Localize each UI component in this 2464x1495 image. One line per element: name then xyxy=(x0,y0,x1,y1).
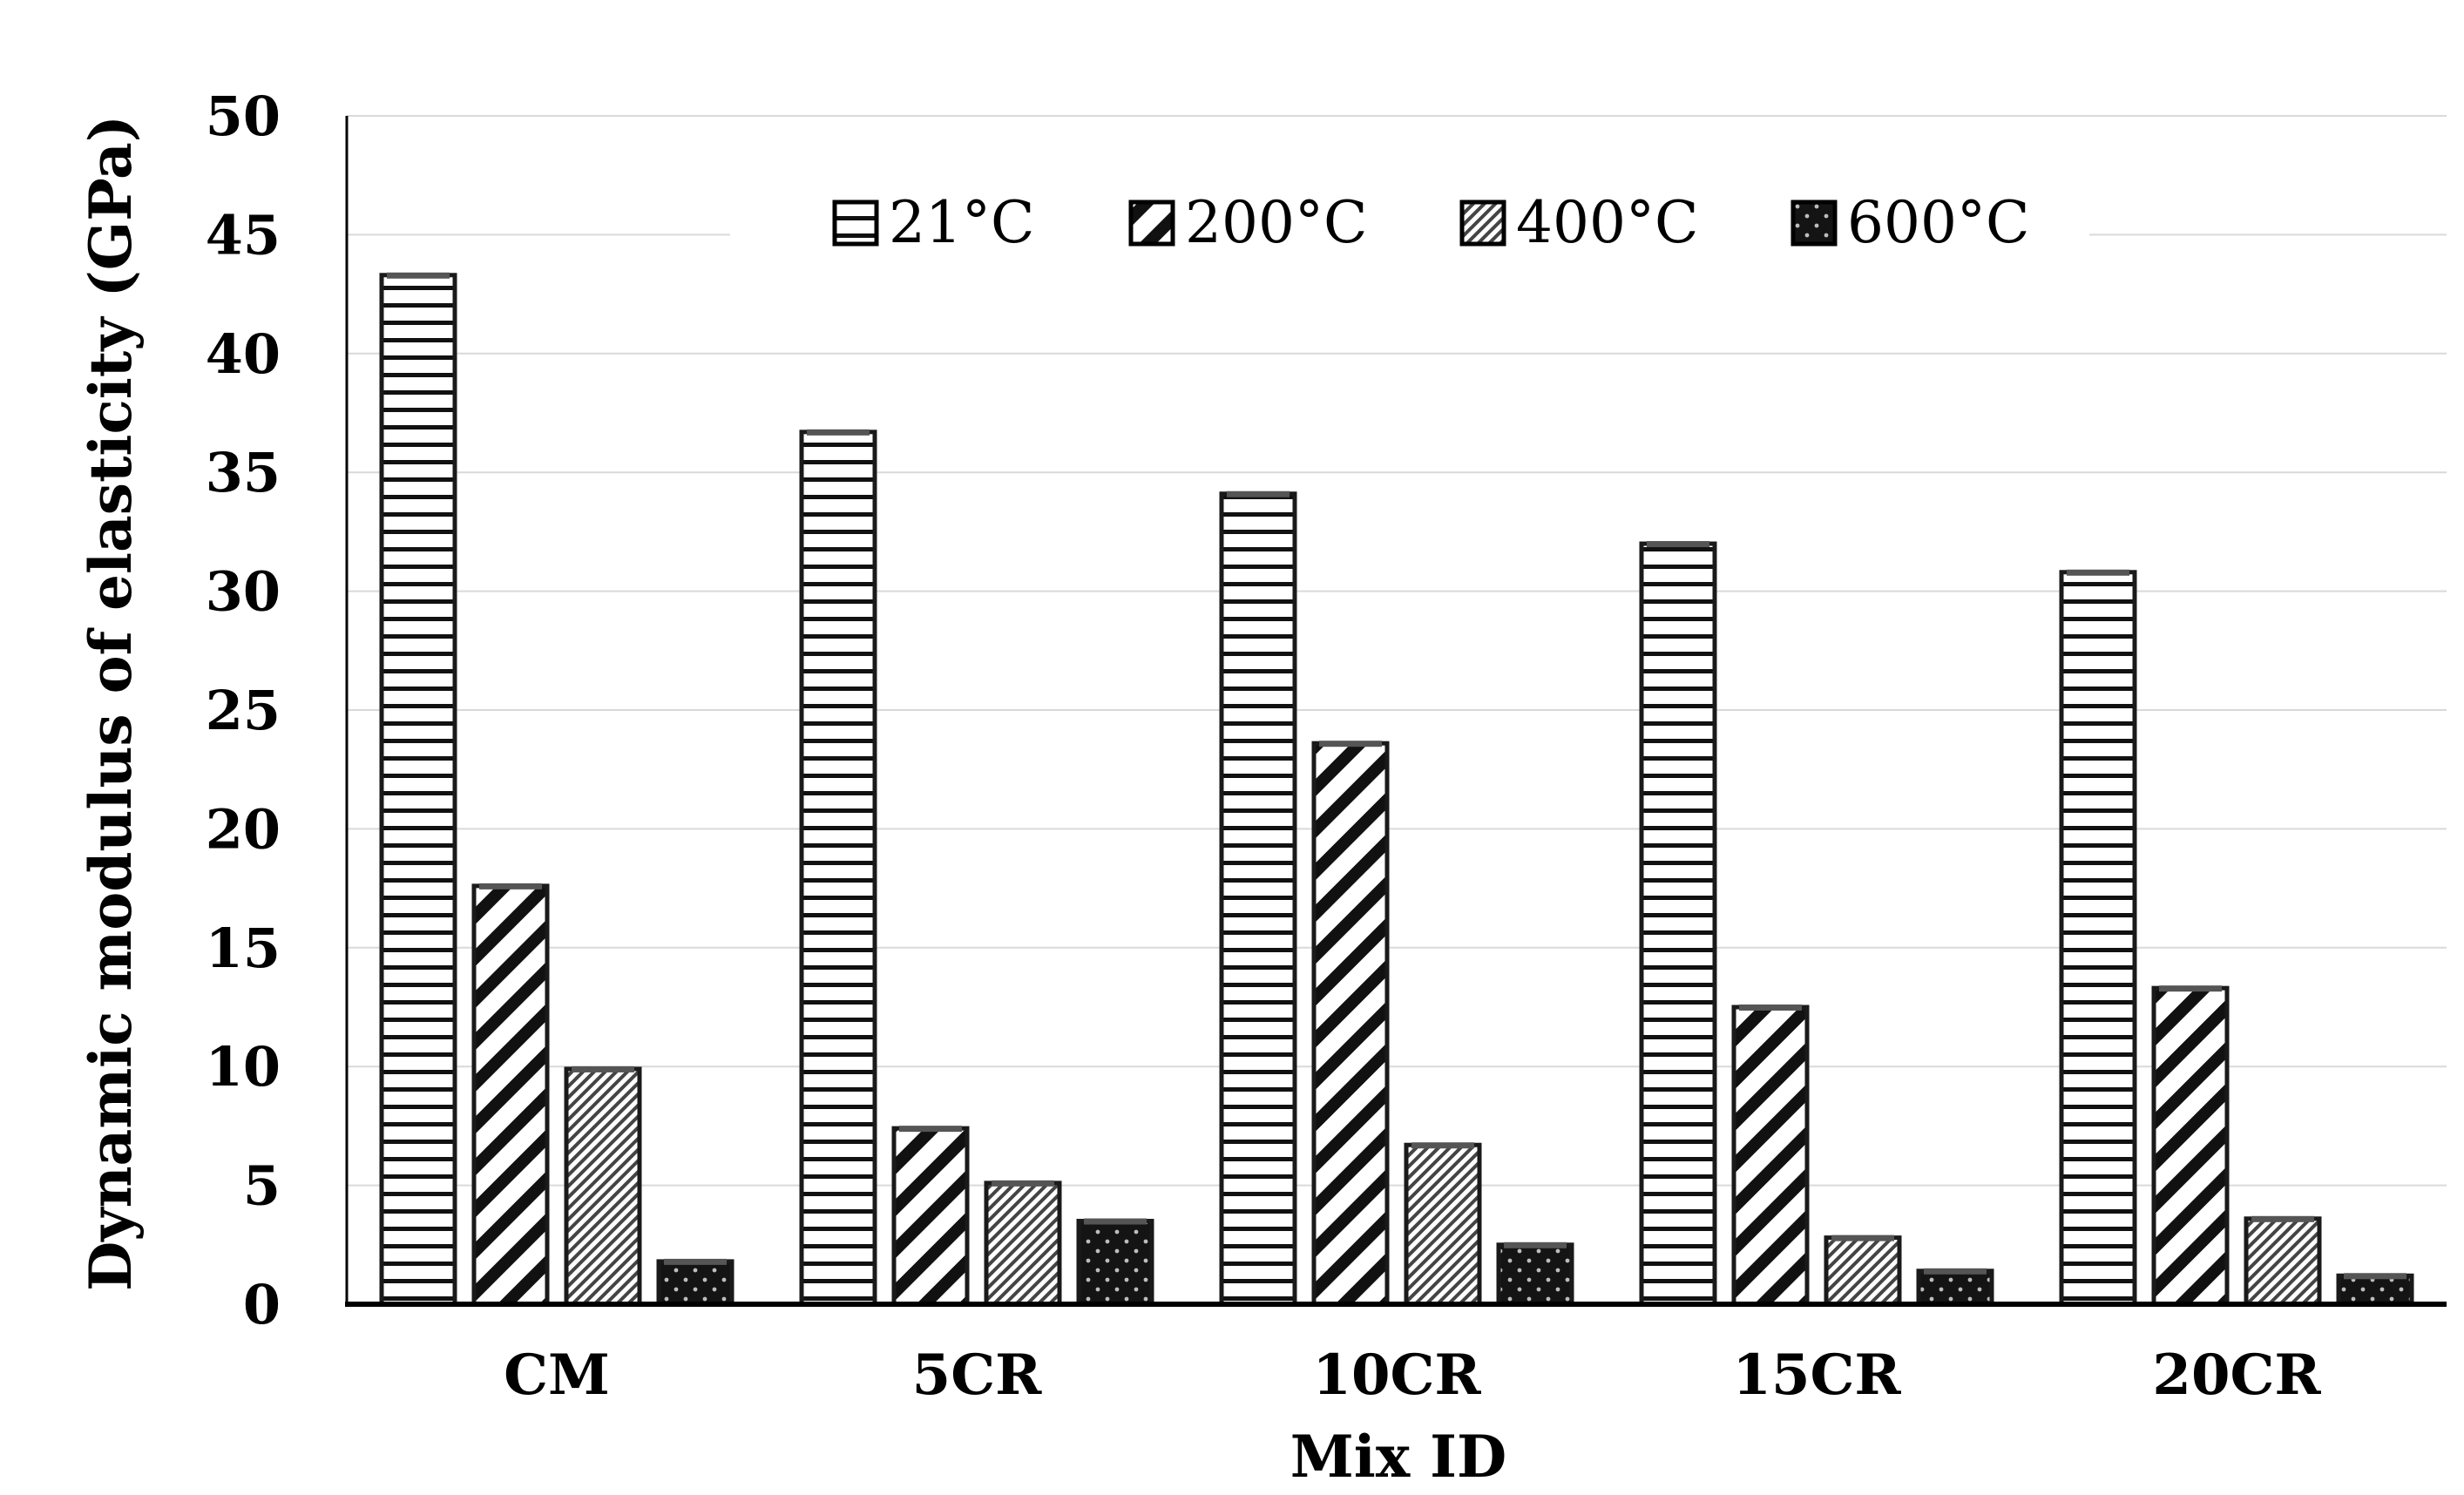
x-category-label: 10CR xyxy=(1312,1343,1481,1408)
bar-5CR-200°C xyxy=(891,1126,970,1307)
error-bar xyxy=(479,883,542,890)
legend-swatch xyxy=(1128,200,1175,247)
bar-5CR-600°C xyxy=(1076,1219,1154,1307)
bar-CM-21°C xyxy=(379,273,457,1307)
error-bar xyxy=(1411,1142,1474,1149)
error-bar xyxy=(387,272,450,279)
bar-20CR-400°C xyxy=(2244,1216,2322,1307)
legend-label: 600°C xyxy=(1847,189,2029,256)
x-category-label: 20CR xyxy=(2152,1343,2321,1408)
bar-10CR-200°C xyxy=(1311,741,1390,1307)
bar-20CR-200°C xyxy=(2151,985,2230,1307)
y-tick-labels: 0 5 10 15 20 25 30 35 40 45 50 xyxy=(206,85,281,1336)
y-tick-label: 0 xyxy=(243,1273,281,1336)
bar-5CR-400°C xyxy=(984,1180,1062,1307)
error-bar xyxy=(1227,490,1290,497)
error-bar xyxy=(2344,1273,2406,1280)
bar-15CR-200°C xyxy=(1731,1005,1810,1307)
legend-background xyxy=(730,174,2089,279)
x-axis-title: Mix ID xyxy=(1290,1423,1507,1491)
error-bar xyxy=(1504,1241,1567,1248)
bar-20CR-21°C xyxy=(2059,570,2137,1307)
error-bar xyxy=(664,1258,727,1265)
bar-15CR-400°C xyxy=(1824,1235,1902,1307)
error-bar xyxy=(2251,1215,2314,1222)
error-bar xyxy=(1084,1218,1147,1225)
bar-20CR-600°C xyxy=(2336,1273,2414,1307)
legend-label: 21°C xyxy=(889,189,1034,256)
bar-15CR-600°C xyxy=(1916,1268,1994,1307)
bar-CM-200°C xyxy=(471,883,550,1307)
error-bar xyxy=(1739,1005,1802,1011)
bar-CM-400°C xyxy=(564,1066,642,1307)
bar-15CR-21°C xyxy=(1639,541,1717,1307)
y-tick-label: 15 xyxy=(206,917,281,980)
y-tick-label: 45 xyxy=(206,203,281,267)
legend-swatch xyxy=(1459,200,1506,247)
bars xyxy=(379,272,2414,1307)
error-bar xyxy=(1924,1268,1987,1275)
legend-label: 200°C xyxy=(1185,189,1367,256)
error-bar xyxy=(807,429,870,436)
error-bar xyxy=(1831,1235,1894,1241)
error-bar xyxy=(2159,985,2222,992)
error-bar xyxy=(1319,741,1382,748)
axes xyxy=(345,116,2447,1307)
error-bar xyxy=(1647,541,1709,548)
y-tick-label: 40 xyxy=(206,322,281,386)
x-category-label: CM xyxy=(504,1343,610,1408)
y-tick-label: 30 xyxy=(206,560,281,624)
error-bar xyxy=(899,1126,962,1133)
y-tick-label: 25 xyxy=(206,679,281,742)
bar-5CR-21°C xyxy=(799,430,877,1307)
legend-swatch xyxy=(1790,200,1838,247)
x-category-label: 15CR xyxy=(1732,1343,1901,1408)
error-bar xyxy=(2067,569,2129,576)
legend: 21°C 200°C 400°C 600°C xyxy=(730,174,2089,279)
y-tick-label: 35 xyxy=(206,441,281,504)
legend-label: 400°C xyxy=(1516,189,1698,256)
x-category-labels: CM 5CR 10CR 15CR 20CR xyxy=(504,1343,2321,1408)
legend-swatch xyxy=(832,200,879,247)
error-bar xyxy=(572,1065,634,1072)
bar-10CR-400°C xyxy=(1404,1142,1482,1307)
y-tick-label: 5 xyxy=(243,1154,281,1218)
y-tick-label: 20 xyxy=(206,797,281,861)
y-tick-label: 10 xyxy=(206,1035,281,1099)
error-bar xyxy=(992,1180,1054,1187)
x-category-label: 5CR xyxy=(912,1343,1042,1408)
bar-10CR-21°C xyxy=(1219,491,1297,1307)
bar-10CR-600°C xyxy=(1496,1242,1574,1307)
y-tick-label: 50 xyxy=(206,85,281,148)
y-axis-title: Dynamic modulus of elasticity (GPa) xyxy=(77,115,145,1291)
bar-CM-600°C xyxy=(656,1259,734,1307)
